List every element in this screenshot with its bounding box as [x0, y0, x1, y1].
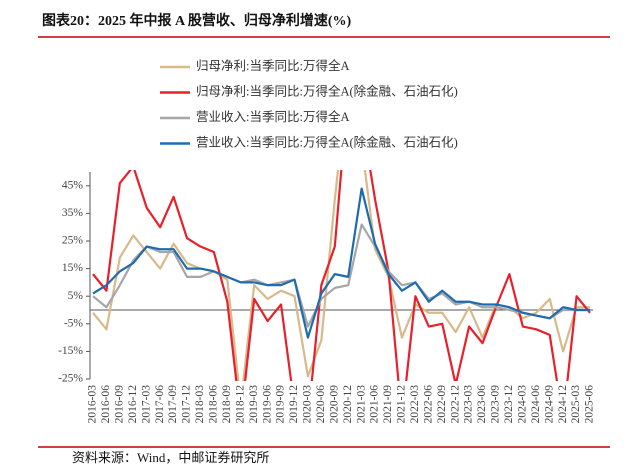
x-tick-label: 2017-06: [154, 385, 166, 424]
x-tick-label: 2019-03: [248, 385, 260, 424]
x-tick-label: 2021-09: [382, 385, 394, 424]
y-tick-label: 45%: [62, 179, 84, 191]
x-tick-label: 2017-12: [181, 385, 193, 424]
x-tick-label: 2025-03: [570, 385, 582, 424]
x-tick-label: 2017-09: [167, 385, 179, 424]
x-tick-label: 2025-06: [584, 385, 596, 424]
x-tick-label: 2018-06: [208, 385, 220, 424]
x-tick-label: 2024-09: [543, 385, 555, 424]
y-tick-label: 5%: [68, 290, 84, 302]
x-tick-label: 2017-03: [140, 385, 152, 424]
series-line: [92, 170, 591, 381]
x-tick-label: 2021-06: [369, 385, 381, 424]
x-tick-label: 2016-03: [87, 385, 99, 424]
series-line: [92, 170, 590, 381]
x-tick-label: 2022-06: [422, 385, 434, 424]
x-tick-label: 2024-12: [557, 385, 569, 424]
x-tick-label: 2020-06: [315, 385, 327, 424]
x-tick-label: 2022-12: [449, 385, 461, 424]
x-tick-label: 2018-12: [234, 385, 246, 424]
x-tick-label: 2020-12: [342, 385, 354, 424]
x-tick-label: 2024-06: [530, 385, 542, 424]
y-tick-label: 15%: [62, 262, 84, 274]
x-tick-label: 2016-09: [114, 385, 126, 424]
plot-area: [92, 170, 591, 381]
y-tick-label: 35%: [62, 207, 84, 219]
x-tick-label: 2023-12: [503, 385, 515, 424]
x-tick-label: 2022-09: [436, 385, 448, 424]
x-tick-label: 2022-03: [409, 385, 421, 424]
x-tick-label: 2023-03: [463, 385, 475, 424]
legend-label: 归母净利:当季同比:万得全A: [196, 58, 349, 73]
series-line: [92, 223, 590, 328]
x-tick-label: 2019-06: [261, 385, 273, 424]
x-tick-label: 2020-09: [328, 385, 340, 424]
x-tick-label: 2016-06: [100, 385, 112, 424]
x-tick-label: 2016-12: [127, 385, 139, 424]
x-tick-label: 2019-12: [288, 385, 300, 424]
x-tick-label: 2018-09: [221, 385, 233, 424]
y-tick-label: -15%: [58, 345, 83, 357]
legend-label: 营业收入:当季同比:万得全A: [196, 109, 349, 124]
y-tick-label: 25%: [62, 235, 84, 247]
x-tick-label: 2023-09: [490, 385, 502, 424]
source-note: 资料来源：Wind，中邮证券研究所: [72, 450, 269, 465]
x-tick-label: 2020-03: [302, 385, 314, 424]
x-tick-label: 2024-03: [516, 385, 528, 424]
x-tick-label: 2021-03: [355, 385, 367, 424]
legend-label: 营业收入:当季同比:万得全A(除金融、石油石化): [196, 134, 458, 149]
legend-label: 归母净利:当季同比:万得全A(除金融、石油石化): [196, 83, 458, 98]
x-tick-label: 2018-03: [194, 385, 206, 424]
y-tick-label: -25%: [58, 373, 83, 385]
y-tick-label: -5%: [64, 317, 84, 329]
chart-title: 图表20：2025 年中报 A 股营收、归母净利增速(%): [42, 12, 351, 29]
x-tick-label: 2021-12: [396, 385, 408, 424]
x-tick-label: 2019-09: [275, 385, 287, 424]
series-line: [92, 187, 590, 339]
x-tick-label: 2023-06: [476, 385, 488, 424]
